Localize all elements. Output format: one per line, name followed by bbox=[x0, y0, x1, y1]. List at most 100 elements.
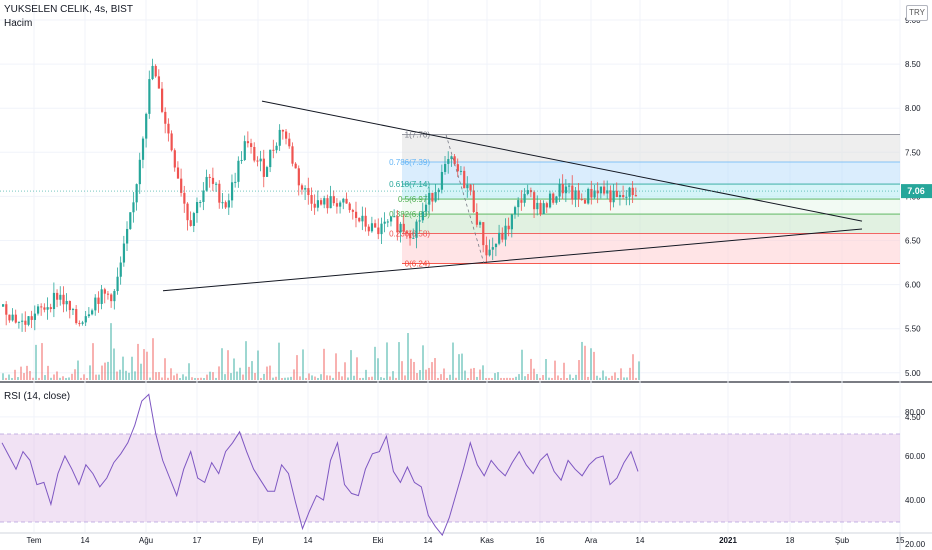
candle-body bbox=[386, 221, 389, 223]
volume-bar bbox=[488, 377, 490, 380]
volume-bar bbox=[587, 376, 589, 380]
rsi-label: RSI (14, close) bbox=[4, 391, 71, 402]
candle-body bbox=[440, 171, 444, 190]
volume-bar bbox=[2, 373, 4, 380]
volume-bar bbox=[461, 353, 463, 380]
candle-body bbox=[428, 192, 431, 205]
volume-bar bbox=[332, 377, 334, 380]
volume-bar bbox=[317, 377, 319, 380]
y-tick-label: 8.00 bbox=[905, 104, 921, 113]
candle-body bbox=[412, 237, 415, 239]
candle-body bbox=[250, 143, 253, 147]
candle-body bbox=[135, 184, 138, 203]
candle-body bbox=[87, 314, 91, 317]
volume-bar bbox=[194, 377, 196, 380]
volume-bar bbox=[545, 359, 547, 380]
volume-bar bbox=[491, 377, 493, 380]
volume-bar bbox=[122, 356, 124, 380]
volume-bar bbox=[536, 374, 538, 380]
volume-bar bbox=[362, 377, 364, 380]
volume-bar bbox=[230, 373, 232, 380]
volume-bar bbox=[197, 377, 199, 380]
x-tick-label: Şub bbox=[835, 536, 850, 545]
candle-body bbox=[275, 145, 278, 151]
candle-body bbox=[122, 243, 126, 263]
candle-body bbox=[170, 133, 173, 151]
candle-body bbox=[361, 215, 364, 222]
volume-bar bbox=[629, 367, 631, 380]
rsi-y-tick-label: 60.00 bbox=[905, 452, 926, 461]
volume-bar bbox=[275, 376, 277, 380]
volume-bar bbox=[470, 368, 472, 380]
candle-body bbox=[103, 289, 106, 294]
candle-body bbox=[148, 79, 151, 114]
candle-body bbox=[504, 225, 507, 240]
volume-bar bbox=[53, 374, 55, 380]
currency-badge[interactable]: TRY bbox=[906, 5, 928, 21]
volume-bar bbox=[380, 377, 382, 380]
volume-bar bbox=[161, 377, 163, 380]
candle-body bbox=[434, 192, 437, 202]
volume-bar bbox=[113, 348, 115, 380]
volume-bar bbox=[182, 374, 184, 380]
volume-bar bbox=[353, 375, 355, 380]
volume-bar bbox=[398, 342, 400, 380]
candle-body bbox=[466, 184, 469, 189]
volume-bar bbox=[104, 362, 106, 380]
volume-bar bbox=[65, 377, 67, 380]
candle-body bbox=[288, 138, 291, 147]
volume-bar bbox=[308, 373, 310, 380]
volume-bar bbox=[413, 361, 415, 380]
rsi-y-tick-label: 20.00 bbox=[905, 540, 926, 549]
fib-level-label: 0.786(7.39) bbox=[389, 158, 430, 167]
candle-body bbox=[272, 149, 275, 151]
candle-body bbox=[494, 243, 498, 248]
x-tick-label: 15 bbox=[896, 536, 905, 545]
volume-bar bbox=[263, 373, 265, 380]
volume-bar bbox=[368, 377, 370, 380]
candle-body bbox=[517, 200, 520, 208]
candle-body bbox=[246, 141, 250, 144]
x-tick-label: 18 bbox=[786, 536, 795, 545]
volume-bar bbox=[530, 358, 532, 380]
volume-bar bbox=[11, 377, 13, 380]
candle-body bbox=[180, 178, 183, 193]
candle-body bbox=[326, 198, 329, 209]
volume-bar bbox=[98, 374, 100, 380]
volume-bar bbox=[593, 351, 595, 380]
candle-body bbox=[555, 196, 558, 203]
volume-bar bbox=[416, 373, 418, 380]
candle-body bbox=[415, 221, 418, 238]
volume-bar bbox=[404, 375, 406, 380]
volume-bar bbox=[482, 365, 484, 380]
volume-bar bbox=[179, 377, 181, 380]
candle-body bbox=[367, 226, 370, 232]
volume-bar bbox=[74, 369, 76, 380]
candle-body bbox=[281, 129, 285, 132]
candle-body bbox=[587, 188, 590, 204]
candle-body bbox=[240, 159, 243, 161]
candle-body bbox=[138, 159, 141, 185]
candle-body bbox=[370, 223, 374, 232]
volume-bar bbox=[443, 368, 445, 380]
volume-bar bbox=[632, 354, 634, 380]
volume-bar bbox=[458, 354, 460, 380]
volume-bar bbox=[254, 372, 256, 380]
candle-body bbox=[447, 159, 450, 164]
volume-bar bbox=[509, 377, 511, 380]
volume-bar bbox=[131, 356, 133, 380]
candle-body bbox=[265, 167, 269, 177]
candle-body bbox=[81, 322, 84, 324]
fib-level-label: 0.5(6.97) bbox=[398, 195, 430, 204]
candle-body bbox=[596, 190, 599, 194]
volume-bar bbox=[347, 377, 349, 380]
x-tick-label: Ara bbox=[585, 536, 598, 545]
volume-bar bbox=[44, 375, 46, 380]
volume-bar bbox=[14, 369, 16, 380]
candle-body bbox=[424, 204, 428, 212]
volume-bar bbox=[242, 374, 244, 380]
rsi-band bbox=[0, 434, 900, 522]
candle-body bbox=[208, 176, 211, 178]
candle-body bbox=[304, 188, 307, 190]
